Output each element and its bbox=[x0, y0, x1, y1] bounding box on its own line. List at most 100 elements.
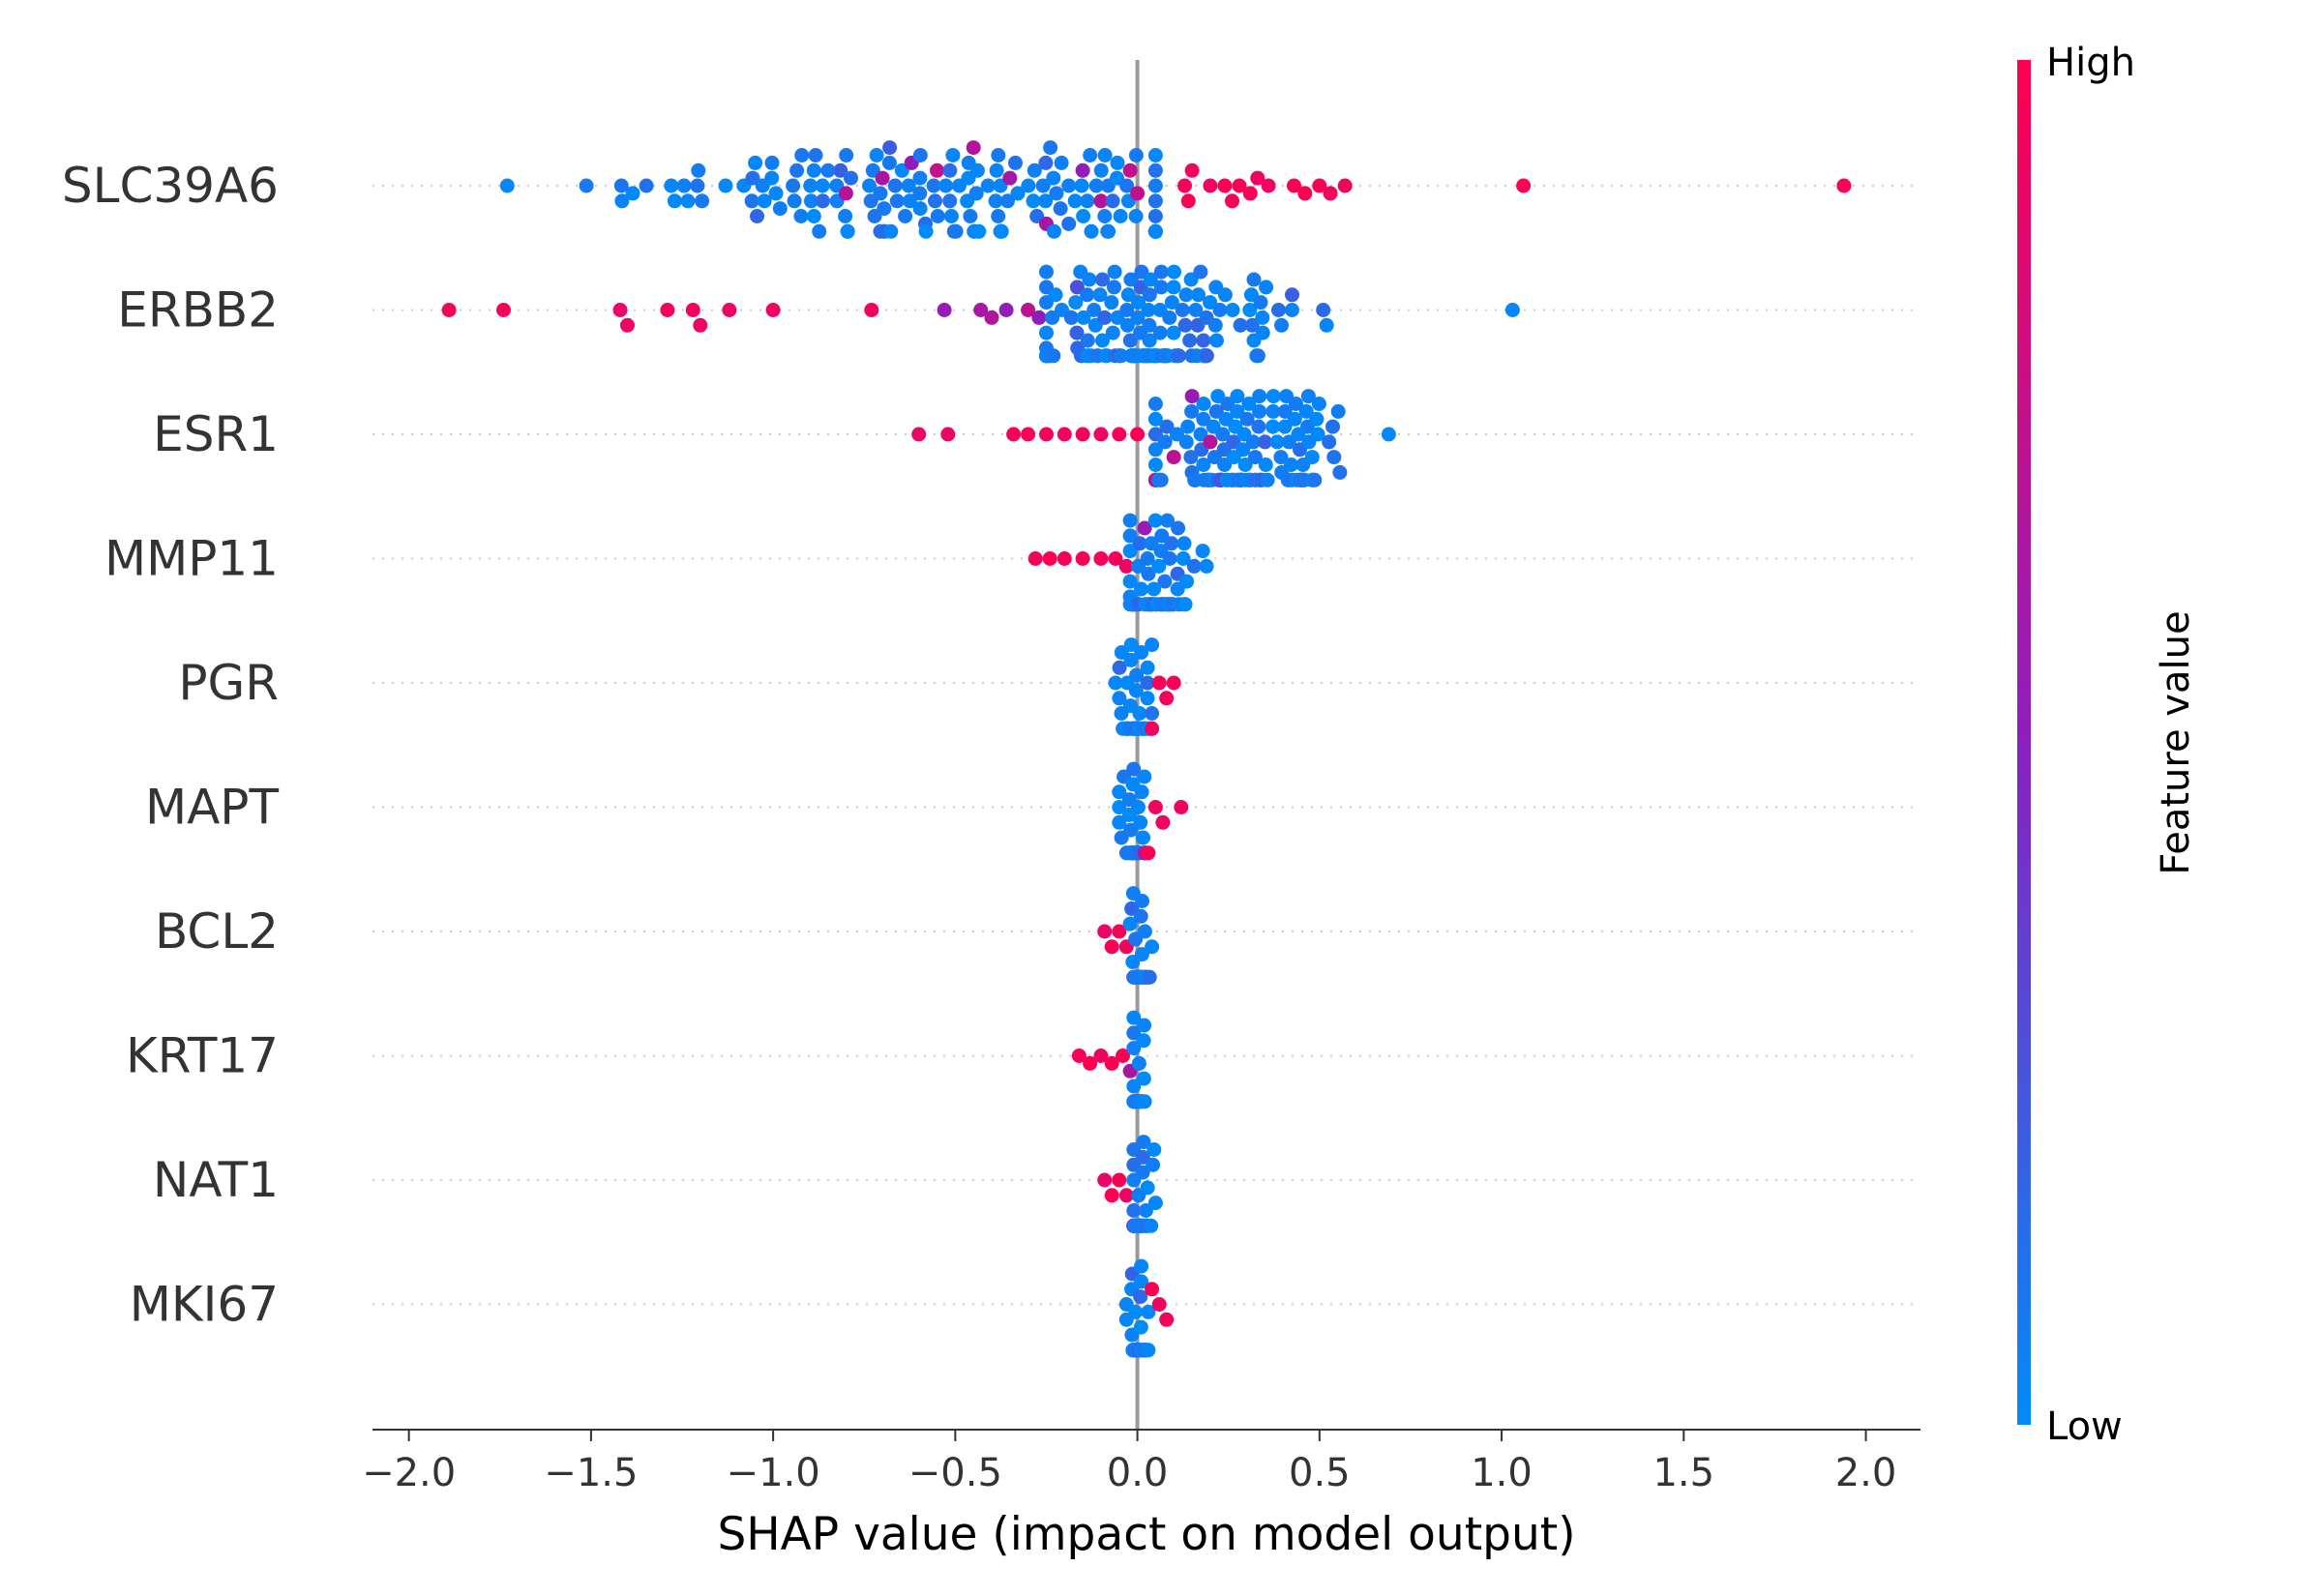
shap-point bbox=[998, 303, 1014, 317]
shap-point bbox=[1151, 558, 1167, 574]
shap-point bbox=[1123, 652, 1139, 667]
shap-point bbox=[1075, 551, 1090, 566]
shap-point bbox=[1137, 1018, 1152, 1033]
shap-point bbox=[1203, 178, 1218, 193]
shap-point bbox=[1309, 411, 1325, 427]
shap-point bbox=[1126, 1041, 1142, 1056]
shap-point bbox=[1141, 303, 1156, 317]
shap-point bbox=[1277, 419, 1293, 434]
shap-point bbox=[887, 178, 903, 193]
shap-point bbox=[1145, 721, 1160, 736]
shap-point bbox=[945, 148, 961, 163]
x-tick-label: −1.0 bbox=[727, 1451, 820, 1495]
shap-point bbox=[1251, 419, 1266, 434]
shap-point bbox=[1244, 317, 1260, 333]
shap-point bbox=[499, 178, 515, 193]
x-tick-label: 2.0 bbox=[1835, 1451, 1897, 1495]
shap-point bbox=[1075, 427, 1090, 442]
shap-point bbox=[912, 148, 928, 163]
shap-point bbox=[722, 303, 737, 317]
shap-point bbox=[1095, 333, 1110, 348]
shap-point bbox=[1252, 403, 1267, 419]
shap-point bbox=[1120, 287, 1136, 303]
shap-point bbox=[1129, 667, 1145, 683]
shap-point bbox=[1273, 450, 1289, 465]
shap-point bbox=[1274, 317, 1289, 333]
shap-point bbox=[1289, 397, 1303, 411]
shap-point bbox=[1143, 272, 1158, 287]
shap-point bbox=[1042, 551, 1057, 566]
shap-point bbox=[1260, 472, 1275, 488]
shap-point bbox=[1141, 1304, 1156, 1319]
shap-point bbox=[1130, 310, 1146, 325]
shap-point bbox=[765, 303, 781, 317]
shap-point bbox=[838, 209, 853, 223]
shap-point bbox=[1128, 683, 1144, 698]
shap-point bbox=[1146, 581, 1162, 597]
shap-point bbox=[864, 303, 879, 317]
shap-point bbox=[1195, 544, 1210, 559]
shap-point bbox=[1241, 397, 1257, 411]
shap-point bbox=[1136, 1033, 1151, 1049]
shap-point bbox=[1147, 178, 1163, 193]
shap-point bbox=[1123, 637, 1139, 653]
shap-point bbox=[966, 140, 981, 156]
shap-point bbox=[1082, 272, 1097, 287]
shap-point bbox=[1131, 800, 1146, 814]
points-layer bbox=[441, 140, 1852, 1358]
shap-point bbox=[1284, 458, 1298, 472]
feature-label: ESR1 bbox=[153, 406, 279, 462]
shap-point bbox=[787, 193, 802, 209]
shap-point bbox=[940, 427, 956, 442]
feature-label: KRT17 bbox=[126, 1028, 279, 1084]
shap-point bbox=[614, 193, 630, 209]
shap-point bbox=[980, 178, 996, 193]
shap-point bbox=[989, 163, 1004, 178]
shap-point bbox=[1140, 660, 1155, 675]
shap-point bbox=[1225, 193, 1239, 209]
shap-point bbox=[1114, 348, 1129, 364]
shap-point bbox=[1307, 472, 1323, 488]
shap-point bbox=[1104, 1188, 1119, 1203]
shap-point bbox=[875, 170, 890, 186]
shap-point bbox=[1093, 193, 1109, 209]
shap-point bbox=[1164, 536, 1179, 551]
shap-point bbox=[1284, 303, 1299, 317]
shap-point bbox=[1225, 303, 1240, 317]
shap-point bbox=[1046, 348, 1061, 364]
shap-point bbox=[1258, 458, 1273, 472]
shap-point bbox=[984, 310, 999, 325]
shap-point bbox=[1151, 675, 1167, 691]
shap-point bbox=[948, 223, 964, 239]
shap-point bbox=[1157, 434, 1173, 450]
shap-point bbox=[620, 317, 635, 333]
shap-point bbox=[1122, 574, 1138, 589]
shap-point bbox=[1137, 924, 1152, 939]
shap-point bbox=[1097, 209, 1113, 223]
shap-point bbox=[1131, 1055, 1146, 1071]
shap-point bbox=[1053, 201, 1068, 217]
shap-point bbox=[1130, 186, 1146, 201]
shap-point bbox=[1145, 637, 1160, 653]
shap-point bbox=[873, 186, 888, 201]
shap-point bbox=[1133, 1289, 1148, 1305]
feature-label: SLC39A6 bbox=[62, 158, 279, 214]
shap-point bbox=[1252, 389, 1267, 404]
shap-point bbox=[1215, 427, 1231, 442]
shap-point bbox=[968, 186, 984, 201]
shap-point bbox=[1147, 458, 1163, 472]
shap-point bbox=[1337, 178, 1353, 193]
shap-point bbox=[1217, 287, 1233, 303]
shap-point bbox=[613, 178, 629, 193]
shap-point bbox=[840, 223, 855, 239]
shap-point bbox=[1128, 1304, 1144, 1319]
shap-point bbox=[1212, 303, 1228, 317]
shap-point bbox=[1000, 193, 1015, 209]
colorbar-high-label: High bbox=[2046, 41, 2135, 85]
shap-point bbox=[1110, 155, 1125, 170]
shap-point bbox=[1002, 170, 1018, 186]
shap-point bbox=[1039, 325, 1054, 340]
shap-point bbox=[1112, 924, 1127, 939]
feature-label: MAPT bbox=[145, 780, 279, 836]
shap-point bbox=[912, 170, 928, 186]
